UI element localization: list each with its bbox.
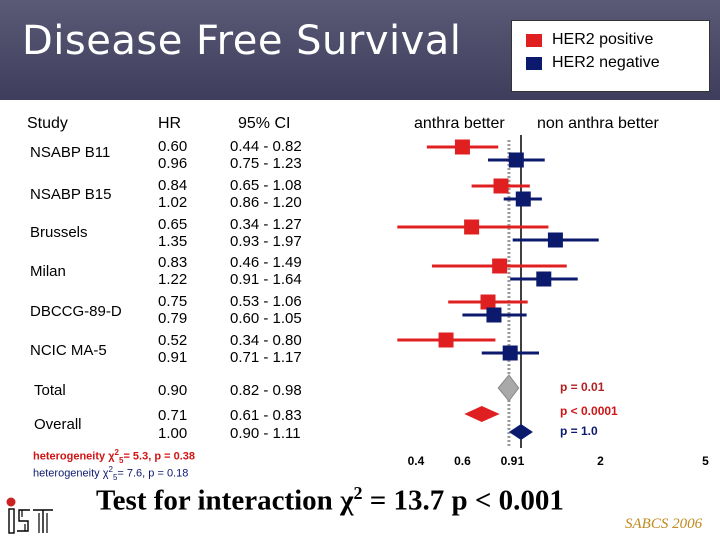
page-title: Disease Free Survival — [22, 18, 462, 64]
p-value-total: p = 0.01 — [560, 380, 605, 394]
ci-value: 0.91 - 1.64 — [230, 271, 302, 288]
ci-value: 0.44 - 0.82 — [230, 138, 302, 155]
heterogeneity-her2-negative: heterogeneity χ25= 7.6, p = 0.18 — [33, 465, 188, 482]
ci-value: 0.60 - 1.05 — [230, 310, 302, 327]
ci-value: 0.61 - 0.83 — [230, 407, 302, 424]
x-tick-label: 0.6 — [454, 454, 471, 468]
legend: HER2 positive HER2 negative — [511, 20, 710, 92]
overall-diamond — [508, 424, 533, 440]
hr-marker — [536, 271, 552, 287]
title-banner: Disease Free Survival HER2 positive HER2… — [0, 0, 720, 100]
study-name: Brussels — [30, 224, 88, 241]
overall-label: Overall — [34, 416, 82, 433]
heterogeneity-her2-positive: heterogeneity χ25= 5.3, p = 0.38 — [33, 448, 195, 465]
interaction-prefix: Test for interaction — [96, 484, 341, 517]
ci-value: 0.93 - 1.97 — [230, 233, 302, 250]
het-rest: = 5.3, p = 0.38 — [123, 450, 195, 463]
study-name: DBCCG-89-D — [30, 303, 122, 320]
total-diamond — [497, 374, 520, 402]
hr-value: 0.79 — [158, 310, 188, 327]
ci-value: 0.53 - 1.06 — [230, 293, 302, 310]
hr-value: 0.75 — [158, 293, 188, 310]
hr-marker — [486, 307, 502, 323]
hr-marker — [464, 219, 480, 235]
hr-marker — [438, 332, 454, 348]
hr-value: 1.00 — [158, 425, 188, 442]
hr-value: 0.90 — [158, 382, 188, 399]
col-header-ci: 95% CI — [238, 115, 291, 132]
study-name: NCIC MA-5 — [30, 342, 107, 359]
ci-value: 0.86 - 1.20 — [230, 194, 302, 211]
het-rest: = 7.6, p = 0.18 — [117, 467, 189, 480]
study-name: NSABP B11 — [30, 144, 111, 161]
x-tick-label: 2 — [597, 454, 604, 468]
footer-sabcs: SABCS 2006 — [625, 516, 703, 532]
hr-value: 1.02 — [158, 194, 188, 211]
label-anthra-better: anthra better — [414, 115, 505, 132]
hr-marker — [454, 139, 470, 155]
hr-value: 0.91 — [158, 349, 188, 366]
het-chi: χ — [102, 467, 109, 480]
hr-value: 0.84 — [158, 177, 188, 194]
x-tick-label: 5 — [702, 454, 709, 468]
hr-marker — [492, 258, 508, 274]
het-sup: 2 — [114, 448, 119, 457]
interaction-chi: χ — [340, 484, 354, 517]
total-label: Total — [34, 382, 66, 399]
x-tick-label: 0.9 — [501, 454, 518, 468]
hr-marker — [502, 345, 518, 361]
hr-marker — [480, 294, 496, 310]
col-header-study: Study — [27, 115, 68, 132]
ci-value: 0.71 - 1.17 — [230, 349, 302, 366]
ci-value: 0.65 - 1.08 — [230, 177, 302, 194]
het-sup: 2 — [108, 465, 113, 474]
legend-label: HER2 positive — [552, 31, 654, 48]
hr-marker — [515, 191, 531, 207]
legend-swatch-blue — [526, 56, 542, 70]
hr-marker — [493, 178, 509, 194]
legend-label: HER2 negative — [552, 54, 660, 71]
legend-item-her2-negative: HER2 negative — [526, 54, 660, 72]
study-name: NSABP B15 — [30, 186, 112, 203]
label-non-anthra-better: non anthra better — [537, 115, 659, 132]
p-value-her2-negative: p = 1.0 — [560, 424, 598, 438]
col-header-hr: HR — [158, 115, 182, 132]
hr-value: 0.52 — [158, 332, 188, 349]
ci-value: 0.34 - 1.27 — [230, 216, 302, 233]
legend-swatch-red — [526, 33, 542, 47]
ci-value: 0.34 - 0.80 — [230, 332, 302, 349]
p-value-her2-positive: p < 0.0001 — [560, 404, 618, 418]
overall-diamond — [464, 406, 500, 422]
hr-value: 0.83 — [158, 254, 188, 271]
legend-item-her2-positive: HER2 positive — [526, 31, 653, 49]
interaction-test: Test for interaction χ2 = 13.7 p < 0.001 — [96, 483, 564, 518]
het-prefix: heterogeneity — [33, 467, 103, 480]
ci-value: 0.90 - 1.11 — [230, 425, 301, 442]
interaction-sup: 2 — [353, 483, 363, 503]
study-name: Milan — [30, 263, 66, 280]
ci-value: 0.82 - 0.98 — [230, 382, 302, 399]
hr-value: 1.35 — [158, 233, 188, 250]
hr-value: 0.96 — [158, 155, 188, 172]
hr-value: 0.71 — [158, 407, 188, 424]
interaction-rest: = 13.7 p < 0.001 — [362, 484, 564, 517]
x-tick-label: 1 — [518, 454, 525, 468]
hr-value: 1.22 — [158, 271, 188, 288]
hr-value: 0.60 — [158, 138, 188, 155]
het-sub: 5 — [118, 455, 124, 465]
ist-logo — [6, 497, 56, 537]
ci-value: 0.46 - 1.49 — [230, 254, 302, 271]
ci-value: 0.75 - 1.23 — [230, 155, 302, 172]
x-tick-label: 0.4 — [408, 454, 425, 468]
hr-marker — [547, 232, 563, 248]
het-chi: χ — [108, 450, 115, 463]
het-sub: 5 — [112, 472, 118, 482]
hr-value: 0.65 — [158, 216, 188, 233]
hr-marker — [508, 152, 524, 168]
het-prefix: heterogeneity — [33, 450, 109, 463]
